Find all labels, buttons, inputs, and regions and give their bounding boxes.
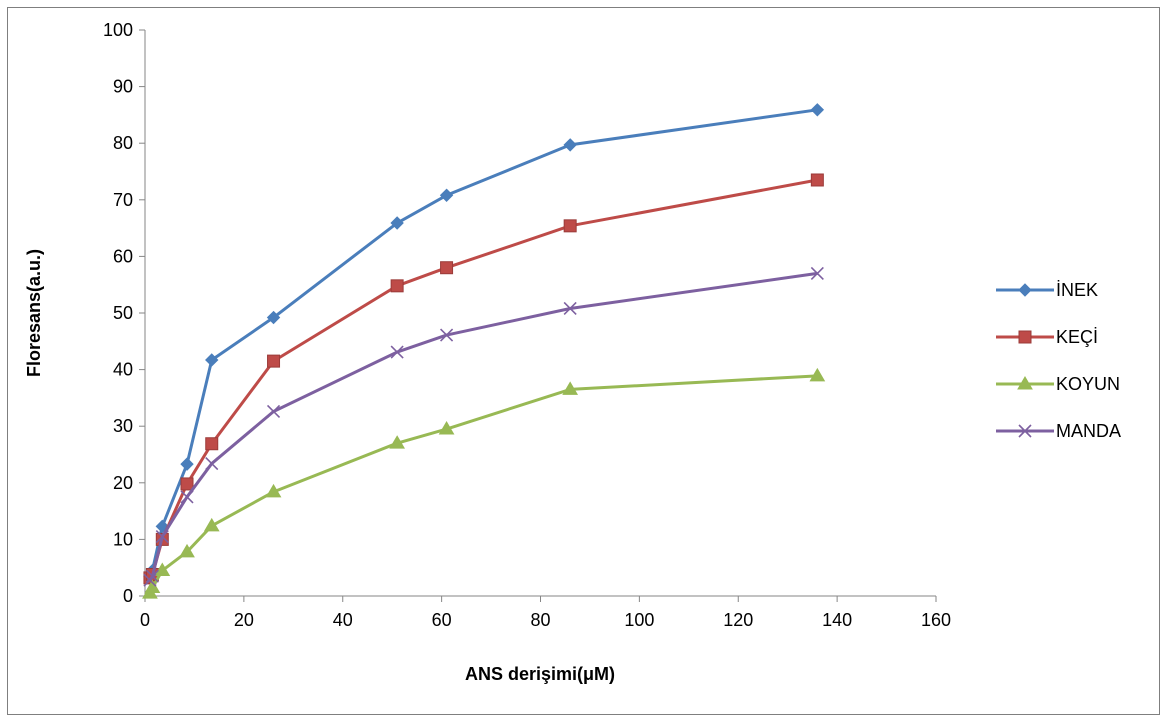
data-point (144, 579, 161, 594)
y-tick-label: 10 (113, 529, 133, 549)
data-point (203, 517, 220, 532)
data-point (180, 477, 194, 491)
x-tick-label: 0 (140, 610, 150, 630)
chart-frame (7, 7, 1160, 715)
series-line (148, 178, 818, 579)
data-point (390, 279, 404, 293)
y-tick-label: 20 (113, 473, 133, 493)
x-axis-title: ANS derişimi(μM) (465, 664, 615, 684)
data-point (180, 490, 194, 504)
series-line (148, 271, 818, 581)
y-tick-label: 90 (113, 77, 133, 97)
data-point (438, 421, 455, 435)
y-tick-label: 40 (113, 360, 133, 380)
legend-marker (1018, 424, 1032, 438)
data-point (179, 543, 195, 558)
axes: 0 10 20 30 40 50 60 70 80 90 100 0 20 40 60 80 100 120 140… (103, 20, 951, 630)
data-point (267, 354, 281, 368)
legend-marker (1018, 283, 1032, 297)
series-line (148, 374, 818, 594)
series-1 (143, 173, 824, 585)
data-point (563, 138, 577, 152)
data-point (809, 367, 826, 382)
x-tick-label: 120 (723, 610, 753, 630)
series-2 (142, 367, 826, 599)
data-point (440, 328, 454, 342)
series-layer (142, 103, 826, 599)
y-axis-title: Floresans(a.u.) (24, 249, 44, 377)
data-point (439, 188, 454, 202)
data-point (154, 562, 171, 577)
x-tick-label: 80 (530, 610, 550, 630)
data-point (205, 456, 219, 471)
data-point (810, 173, 824, 187)
legend-item: MANDA (996, 421, 1121, 441)
series-0 (143, 103, 825, 583)
x-tick-label: 20 (234, 610, 254, 630)
data-point (810, 103, 825, 117)
x-tick-label: 140 (822, 610, 852, 630)
legend-label: İNEK (1056, 280, 1098, 300)
legend-label: KEÇİ (1056, 327, 1098, 347)
data-point (265, 483, 282, 498)
data-point (266, 310, 281, 325)
x-tick-label: 100 (624, 610, 654, 630)
y-tick-label: 60 (113, 246, 133, 266)
series-3 (143, 266, 824, 587)
x-tick-label: 60 (432, 610, 452, 630)
legend-marker (1018, 330, 1032, 344)
y-tick-label: 80 (113, 133, 133, 153)
data-point (562, 381, 579, 395)
x-tick-label: 160 (921, 610, 951, 630)
legend-label: MANDA (1056, 421, 1121, 441)
data-point (810, 266, 824, 280)
data-point (563, 301, 577, 316)
x-tick-label: 40 (333, 610, 353, 630)
series-line (148, 108, 818, 577)
data-point (266, 404, 281, 419)
data-point (205, 353, 219, 367)
legend-item: KEÇİ (996, 327, 1098, 347)
y-tick-label: 100 (103, 20, 133, 40)
data-point (390, 345, 404, 359)
data-point (143, 573, 157, 587)
legend-label: KOYUN (1056, 374, 1120, 394)
data-point (389, 435, 406, 449)
data-point (390, 216, 404, 230)
legend: İNEK KEÇİ KOYUN MANDA (996, 280, 1121, 441)
data-point (563, 219, 577, 233)
data-point (155, 530, 169, 544)
legend-marker (1017, 376, 1033, 390)
legend-item: KOYUN (996, 374, 1120, 394)
y-tick-label: 30 (113, 416, 133, 436)
legend-item: İNEK (996, 280, 1098, 300)
data-point (180, 457, 194, 471)
y-tick-label: 0 (123, 586, 133, 606)
data-point (440, 261, 454, 275)
y-tick-label: 70 (113, 190, 133, 210)
data-point (145, 569, 159, 583)
data-point (205, 437, 219, 451)
y-tick-label: 50 (113, 303, 133, 323)
